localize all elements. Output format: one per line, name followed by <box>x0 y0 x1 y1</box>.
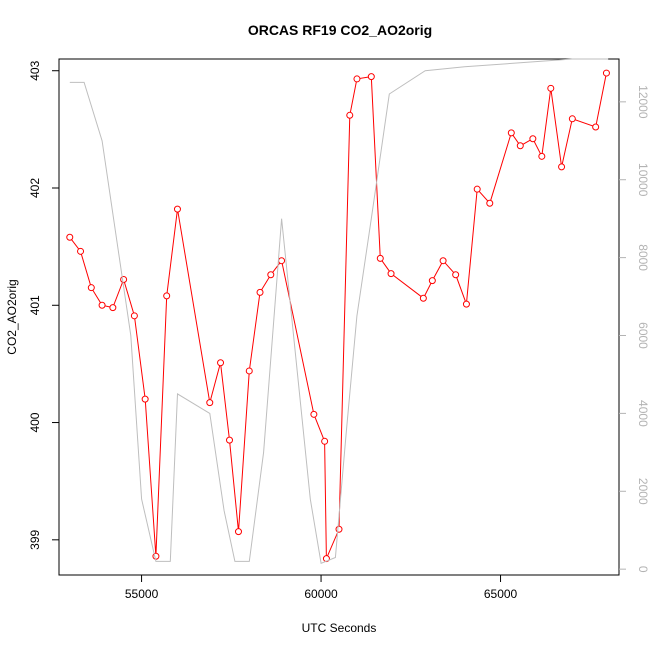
y2-tick-label: 6000 <box>636 322 650 349</box>
co2-data-point <box>439 257 447 265</box>
co2-data-point <box>98 301 106 309</box>
x-axis: 55000 60000 65000 <box>125 575 518 601</box>
co2-data-point <box>529 135 537 143</box>
y-tick-label: 402 <box>28 178 42 198</box>
co2-data-point <box>452 271 460 279</box>
y-tick-label: 400 <box>28 412 42 432</box>
co2-data-point <box>473 185 481 193</box>
co2-data-point <box>206 399 214 407</box>
y-axis-left: 399 400 401 402 403 <box>28 60 59 550</box>
co2-data-point <box>428 277 436 285</box>
co2-data-point <box>387 270 395 278</box>
plot-area <box>58 58 620 576</box>
co2-data-point <box>592 123 600 131</box>
y2-tick-label: 8000 <box>636 244 650 271</box>
co2-data-point <box>267 271 275 279</box>
co2-data-point <box>163 292 171 300</box>
co2-data-point <box>245 367 253 375</box>
co2-data-point <box>376 254 384 262</box>
co2-data-point <box>547 84 555 92</box>
co2-data-point <box>310 410 318 418</box>
y-tick-label: 403 <box>28 60 42 80</box>
co2-data-point <box>419 294 427 302</box>
y-axis-right: 0 2000 4000 6000 8000 10000 12000 <box>619 85 650 573</box>
co2-series-line <box>69 73 607 559</box>
co2-data-point <box>568 115 576 123</box>
co2-data-point <box>516 142 524 150</box>
co2-data-point <box>66 233 74 241</box>
co2-data-point <box>538 152 546 160</box>
x-tick-label: 65000 <box>484 587 518 601</box>
co2-data-point <box>335 525 343 533</box>
plot-frame <box>58 58 620 576</box>
series-layer <box>66 58 610 564</box>
y-tick-label: 399 <box>28 529 42 549</box>
co2-data-point <box>130 312 138 320</box>
co2-data-point <box>507 129 515 137</box>
co2-data-point <box>353 75 361 83</box>
y2-tick-label: 2000 <box>636 478 650 505</box>
co2-data-point <box>141 395 149 403</box>
co2-data-point <box>109 304 117 312</box>
co2-data-point <box>87 284 95 292</box>
co2-data-point <box>602 69 610 77</box>
altitude-series-line <box>69 58 609 564</box>
x-axis-label: UTC Seconds <box>302 621 377 635</box>
co2-data-point <box>486 199 494 207</box>
y-tick-label: 401 <box>28 295 42 315</box>
y-axis-label: CO2_AO2orig <box>5 279 19 354</box>
y2-tick-label: 4000 <box>636 400 650 427</box>
x-tick-label: 60000 <box>304 587 338 601</box>
co2-data-point <box>256 288 264 296</box>
y2-tick-label: 10000 <box>636 163 650 197</box>
co2-data-point <box>120 275 128 283</box>
co2-data-point <box>321 437 329 445</box>
co2-data-point <box>367 73 375 81</box>
y2-tick-label: 12000 <box>636 85 650 119</box>
co2-data-point <box>173 205 181 213</box>
co2-data-point <box>234 528 242 536</box>
co2-data-point <box>462 300 470 308</box>
co2-data-point <box>346 111 354 119</box>
chart-title: ORCAS RF19 CO2_AO2orig <box>248 22 432 38</box>
co2-data-point <box>217 359 225 367</box>
y2-tick-label: 0 <box>636 566 650 573</box>
co2-data-point <box>226 436 234 444</box>
co2-data-point <box>77 247 85 255</box>
x-tick-label: 55000 <box>125 587 159 601</box>
co2-data-point <box>278 257 286 265</box>
co2-data-point <box>558 163 566 171</box>
